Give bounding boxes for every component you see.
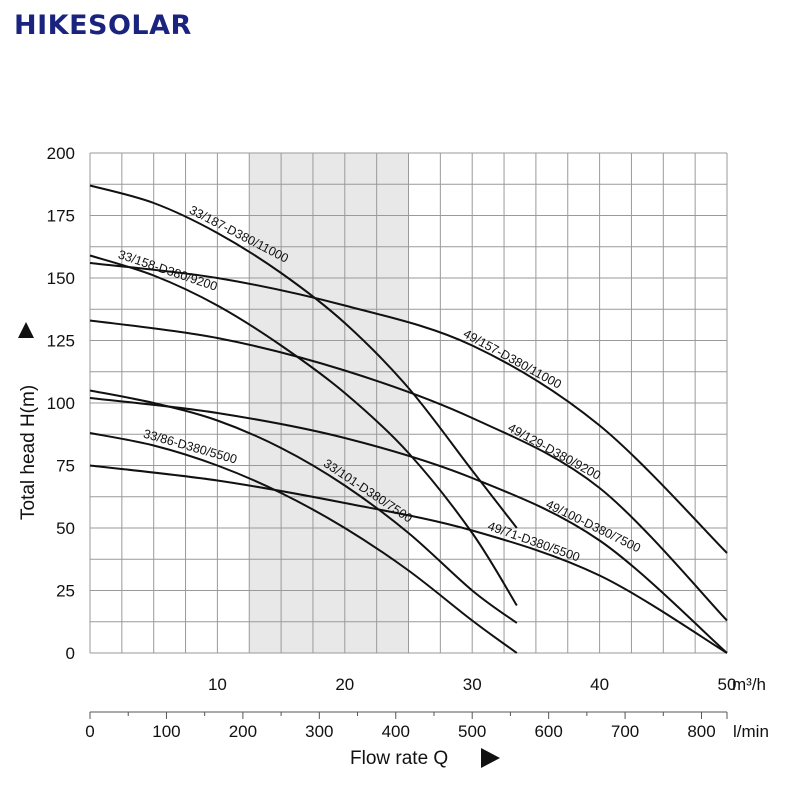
x-tick-label: 50 <box>718 675 737 694</box>
y-tick-label: 175 <box>47 207 75 226</box>
y-tick-labels: 0 25 50 75 100 125 150 175 200 <box>47 144 75 663</box>
x2-unit-label: l/min <box>733 722 769 741</box>
y-tick-label: 200 <box>47 144 75 163</box>
y-tick-label: 100 <box>47 394 75 413</box>
series-label: 49/129-D380/9200 <box>506 421 604 483</box>
y-tick-label: 25 <box>56 582 75 601</box>
y-tick-label: 125 <box>47 332 75 351</box>
x-tick-labels: 10 20 30 40 50 <box>208 675 737 694</box>
x2-tick-label: 700 <box>611 722 639 741</box>
x2-tick-label: 600 <box>534 722 562 741</box>
x2-tick-label: 500 <box>458 722 486 741</box>
x2-tick-label: 100 <box>152 722 180 741</box>
lmin-axis: 0 100 200 300 400 500 600 700 800 <box>85 711 728 741</box>
series-curve <box>89 464 728 654</box>
y-axis-arrow-icon <box>18 322 34 338</box>
x-tick-label: 40 <box>590 675 609 694</box>
series-curve <box>89 319 728 622</box>
y-tick-label: 50 <box>56 519 75 538</box>
y-axis-title: Total head H(m) <box>18 385 39 520</box>
x-tick-label: 30 <box>463 675 482 694</box>
x2-tick-label: 400 <box>382 722 410 741</box>
x-axis-title: Flow rate Q <box>350 748 448 769</box>
x2-tick-label: 800 <box>687 722 715 741</box>
x2-tick-label: 200 <box>229 722 257 741</box>
x-axis-arrow-icon <box>481 748 500 768</box>
brand-logo: HIKESOLAR <box>14 10 192 41</box>
x-tick-label: 20 <box>335 675 354 694</box>
y-tick-label: 150 <box>47 269 75 288</box>
series-label: 49/157-D380/11000 <box>461 327 564 392</box>
series-curve <box>89 432 518 654</box>
series-curve <box>89 184 518 529</box>
series-curve <box>89 389 518 624</box>
x2-tick-label: 0 <box>85 722 94 741</box>
x2-tick-label: 300 <box>305 722 333 741</box>
series-curve <box>89 262 728 554</box>
x-unit-label: m³/h <box>732 675 766 694</box>
series-curve <box>89 397 728 654</box>
performance-curves <box>89 184 728 654</box>
grid-lines <box>89 152 728 654</box>
x-tick-label: 10 <box>208 675 227 694</box>
y-tick-label: 0 <box>66 644 75 663</box>
series-label: 33/158-D380/9200 <box>116 247 219 293</box>
y-tick-label: 75 <box>56 457 75 476</box>
